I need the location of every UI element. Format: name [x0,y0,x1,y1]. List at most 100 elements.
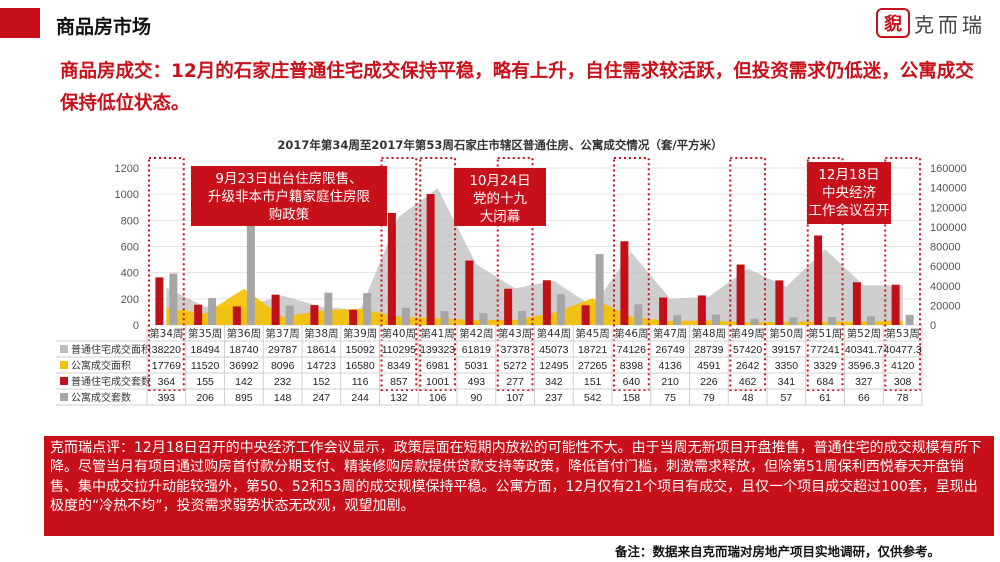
bar-residential-units [310,305,319,325]
table-cell: 640 [623,376,641,388]
bar-residential-units [465,260,474,325]
y-right-tick-label: 80000 [930,242,961,254]
legend-key [60,361,68,369]
bar-apartment-units [866,316,875,325]
bar-residential-units [814,235,823,325]
table-cell: 684 [816,376,834,388]
table-cell: 78 [897,392,909,404]
table-cell: 37378 [501,344,530,356]
table-cell: 3596.3 [848,360,880,372]
y-right-tick-label: 40000 [930,281,961,293]
table-cell: 45073 [539,344,568,356]
bar-apartment-units [905,314,914,325]
table-cell: 148 [274,392,292,404]
x-tick-label: 第34周 [149,327,183,340]
red-tab-marker [0,8,40,38]
table-cell: 132 [390,392,408,404]
table-cell: 4120 [891,360,915,372]
table-cell: 542 [584,392,602,404]
table-cell: 77241 [811,344,840,356]
x-tick-label: 第45周 [575,327,609,340]
legend-key [60,393,68,401]
table-cell: 5272 [503,360,527,372]
table-cell: 36992 [229,360,258,372]
table-cell: 151 [584,376,602,388]
table-cell: 18721 [578,344,607,356]
bar-residential-units [232,306,241,325]
bar-apartment-units [324,292,333,325]
y-right-tick-label: 160000 [930,163,967,175]
data-source-note: 备注：数据来自克而瑞对房地产项目实地调研，仅供参考。 [614,544,940,559]
bar-residential-units [155,277,164,325]
table-cell: 61819 [462,344,491,356]
bar-residential-units [697,295,706,325]
x-tick-label: 第46周 [614,327,648,340]
table-cell: 5031 [465,360,489,372]
bar-apartment-units [750,318,759,325]
annotation-policy-text: 升级非本市户籍家庭住房限 [208,188,370,205]
table-cell: 277 [506,376,524,388]
table-cell: 90 [471,392,483,404]
section-title: 商品房市场 [56,16,152,38]
x-tick-label: 第44周 [537,327,571,340]
x-tick-label: 第42周 [459,327,493,340]
table-cell: 247 [313,392,331,404]
x-tick-label: 第40周 [382,327,416,340]
table-cell: 40477.3 [884,344,922,356]
annotation-congress-text: 10月24日 [469,173,530,189]
bar-apartment-units [246,207,255,325]
y-left-tick-label: 800 [121,215,139,227]
table-cell: 12495 [539,360,568,372]
legend-key [60,377,68,385]
x-tick-label: 第47周 [653,327,687,340]
table-cell: 210 [661,376,679,388]
table-cell: 327 [855,376,873,388]
table-cell: 48 [742,392,754,404]
bar-residential-units [736,264,745,325]
table-cell: 206 [196,392,214,404]
bar-residential-units [194,304,203,325]
legend-label: 公寓成交套数 [71,391,131,404]
top-bar: 商品房市场 貎 克而瑞 [0,0,1000,44]
bar-residential-units [271,294,280,325]
bar-apartment-units [208,298,217,325]
annotation-policy-text: 9月23日出台住房限售、 [215,171,362,187]
bar-residential-units [426,194,435,325]
table-cell: 110295 [382,344,416,356]
area-residential-area-series [166,188,903,325]
bar-apartment-units [285,305,294,325]
table-cell: 237 [545,392,563,404]
table-cell: 857 [390,376,408,388]
table-cell: 2642 [736,360,760,372]
bar-residential-units [852,282,861,325]
x-tick-label: 第41周 [420,327,454,340]
highlight-box [380,157,418,391]
bar-apartment-units [169,273,178,325]
table-cell: 39157 [772,344,801,356]
table-cell: 244 [351,392,369,404]
brand-seal-icon: 貎 [876,8,910,38]
bar-apartment-units [556,293,565,325]
y-left-tick-label: 600 [121,242,139,254]
highlight-box [148,157,185,391]
x-tick-label: 第36周 [227,327,261,340]
annotation-economic-conference-text: 12月18日 [818,167,879,183]
table-cell: 8096 [271,360,295,372]
x-tick-label: 第37周 [265,327,299,340]
table-cell: 74126 [617,344,646,356]
table-cell: 61 [819,392,831,404]
y-right-tick-label: 140000 [930,183,967,195]
bar-residential-units [349,309,358,325]
bar-apartment-units [595,254,604,325]
annotation-congress-text: 党的十九 [473,191,527,207]
table-cell: 393 [158,392,176,404]
annotation-economic-conference-box [807,162,891,224]
headline: 商品房成交：12月的石家庄普通住宅成交保持平稳，略有上升，自住需求较活跃，但投资… [60,61,974,114]
y-left-tick-label: 0 [133,320,139,332]
annotation-congress-box [454,168,546,226]
table-cell: 18740 [229,344,258,356]
bar-apartment-units [634,304,643,325]
table-cell: 107 [506,392,524,404]
annotation-policy-box [191,166,387,226]
y-left-tick-label: 1000 [115,189,139,201]
